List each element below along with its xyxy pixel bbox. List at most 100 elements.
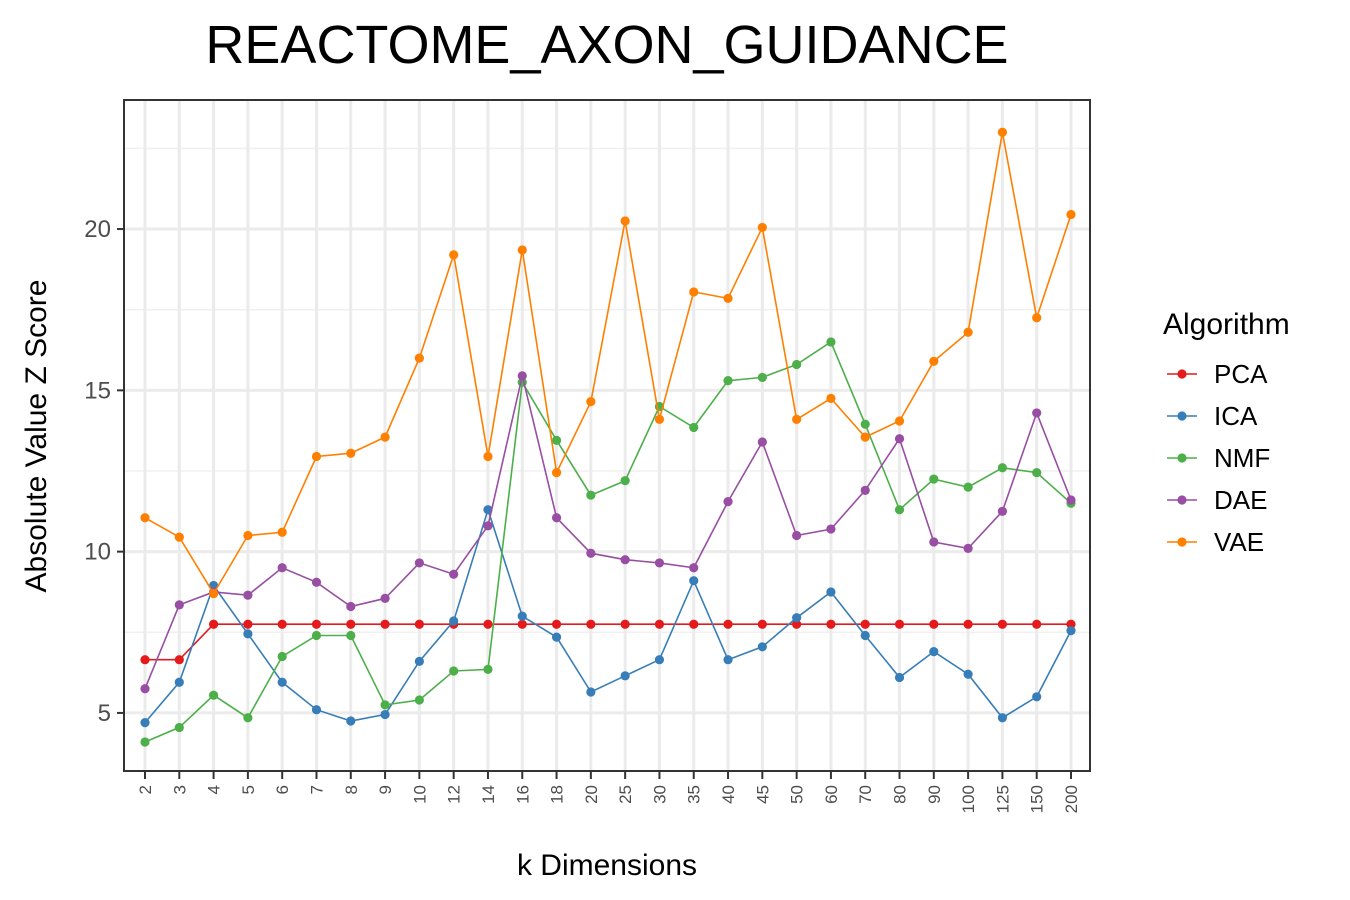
x-tick-label: 4: [205, 785, 224, 794]
data-point-ica: [311, 705, 322, 715]
x-tick-label: 8: [342, 785, 361, 794]
data-point-dae: [346, 601, 356, 612]
data-point-ica: [654, 655, 665, 665]
x-tick-label: 5: [239, 785, 258, 794]
data-point-pca: [963, 619, 973, 629]
data-point-dae: [449, 569, 459, 579]
data-point-dae: [517, 371, 527, 381]
data-point-ica: [757, 642, 767, 652]
data-point-nmf: [1032, 467, 1042, 478]
x-tick-label: 60: [822, 785, 841, 804]
x-tick-label: 150: [1028, 785, 1047, 813]
data-point-pca: [826, 619, 836, 629]
x-tick-label: 70: [856, 785, 875, 804]
data-point-ica: [929, 647, 939, 657]
data-point-vae: [929, 356, 939, 366]
x-tick-label: 45: [753, 785, 772, 804]
data-point-dae: [792, 530, 802, 541]
data-point-vae: [483, 451, 493, 462]
data-point-nmf: [380, 700, 390, 710]
data-point-ica: [826, 587, 836, 597]
data-point-pca: [174, 655, 184, 665]
data-point-pca: [517, 619, 527, 629]
series-pca: [140, 619, 1076, 665]
data-point-nmf: [929, 474, 939, 484]
data-point-dae: [963, 543, 973, 554]
x-tick-label: 2: [136, 785, 155, 794]
x-tick-label: 50: [788, 785, 807, 804]
data-point-nmf: [860, 419, 870, 429]
data-point-pca: [346, 619, 356, 629]
data-point-pca: [243, 619, 253, 629]
data-point-ica: [346, 716, 356, 726]
series-line-ica: [144, 507, 1072, 724]
y-axis-title: Absolute Value Z Score: [20, 280, 53, 593]
data-point-dae: [311, 577, 322, 587]
chart-title: REACTOME_AXON_GUIDANCE: [205, 15, 1008, 75]
data-point-ica: [140, 718, 150, 728]
data-point-nmf: [551, 435, 562, 445]
x-tick-label: 125: [993, 785, 1012, 813]
data-point-nmf: [689, 422, 699, 433]
legend-item-vae: VAE: [1167, 527, 1264, 557]
x-tick-label: 6: [273, 785, 292, 794]
data-point-pca: [551, 619, 562, 629]
y-tick-label: 15: [84, 377, 111, 404]
data-point-pca: [757, 619, 767, 629]
data-point-dae: [140, 684, 150, 694]
data-point-pca: [140, 655, 150, 665]
data-point-nmf: [174, 722, 184, 733]
data-point-pca: [277, 619, 287, 629]
data-point-vae: [826, 393, 836, 404]
legend-label: VAE: [1214, 527, 1264, 557]
data-point-nmf: [346, 630, 356, 641]
data-point-vae: [517, 245, 527, 255]
legend-title: Algorithm: [1163, 308, 1290, 341]
data-point-pca: [689, 619, 699, 629]
data-point-vae: [963, 327, 973, 337]
data-point-vae: [551, 467, 562, 478]
x-tick-label: 18: [548, 785, 567, 804]
legend-key-point: [1177, 537, 1187, 547]
x-tick-label: 10: [410, 785, 429, 804]
data-point-vae: [689, 287, 699, 297]
data-point-pca: [208, 619, 219, 629]
data-point-pca: [997, 619, 1008, 629]
data-point-vae: [449, 250, 459, 260]
y-tick-label: 20: [84, 216, 111, 243]
x-tick-label: 7: [307, 785, 326, 794]
data-point-dae: [929, 537, 939, 547]
data-point-vae: [620, 216, 630, 226]
data-point-ica: [586, 687, 596, 697]
data-point-vae: [654, 414, 665, 424]
series-dae: [140, 371, 1076, 694]
x-tick-label: 3: [170, 785, 189, 794]
data-point-dae: [997, 506, 1008, 516]
data-point-pca: [1066, 619, 1076, 629]
data-point-vae: [380, 432, 390, 442]
legend-key-point: [1177, 369, 1187, 379]
legend: Algorithm PCA ICA NMF DAE VAE: [1163, 308, 1290, 557]
x-tick-label: 14: [479, 785, 498, 804]
data-point-ica: [551, 632, 562, 642]
data-point-pca: [1032, 619, 1042, 629]
data-point-ica: [1032, 692, 1042, 702]
data-point-ica: [620, 671, 630, 681]
series-line-dae: [144, 375, 1072, 690]
series-ica: [140, 505, 1076, 728]
data-point-ica: [860, 630, 870, 641]
legend-key-point: [1177, 453, 1187, 463]
data-point-nmf: [997, 463, 1008, 473]
data-point-ica: [208, 580, 219, 591]
data-point-nmf: [826, 337, 836, 347]
series-vae: [140, 127, 1076, 599]
data-point-vae: [723, 293, 733, 303]
data-point-pca: [894, 619, 905, 629]
data-point-vae: [346, 448, 356, 458]
x-tick-label: 16: [513, 785, 532, 804]
data-point-dae: [689, 563, 699, 573]
legend-label: ICA: [1214, 401, 1258, 431]
series-layer: [140, 127, 1076, 747]
data-point-nmf: [483, 664, 493, 674]
